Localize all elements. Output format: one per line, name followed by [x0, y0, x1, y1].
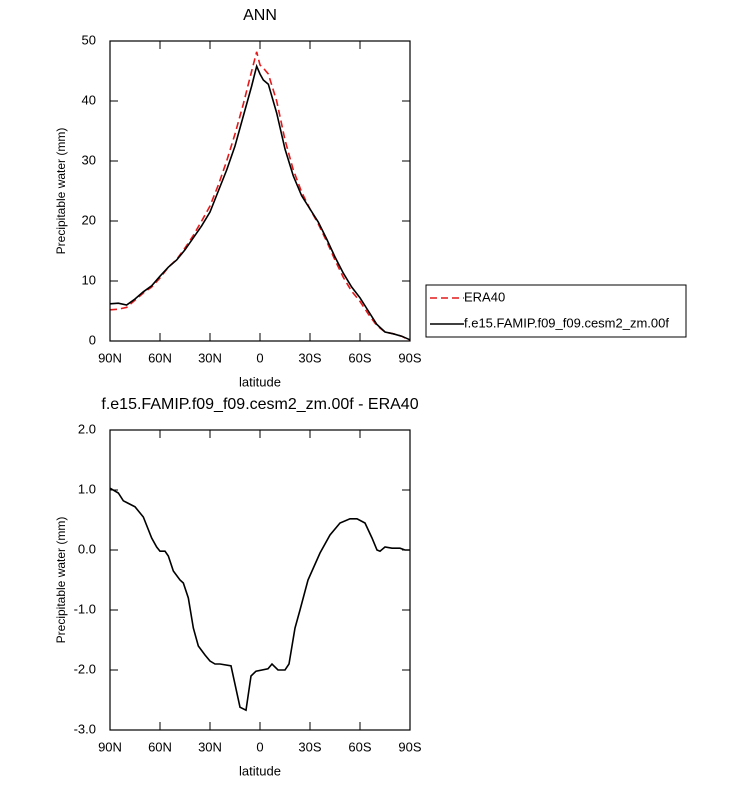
x-tick-label: 30S: [298, 350, 321, 365]
plot-frame: [109, 429, 411, 731]
chart-title: ANN: [243, 7, 277, 24]
x-tick-label: 90S: [398, 739, 421, 754]
plot-frame: [109, 40, 411, 342]
y-tick-label: 1.0: [78, 481, 96, 496]
y-tick-label: 30: [82, 152, 96, 167]
y-tick-label: -2.0: [74, 661, 96, 676]
y-tick-label: -1.0: [74, 601, 96, 616]
data-line: [109, 487, 410, 712]
x-tick-label: 30N: [198, 350, 222, 365]
x-tick-label: 90N: [98, 350, 122, 365]
chart-title: f.e15.FAMIP.f09_f09.cesm2_zm.00f - ERA40: [101, 396, 418, 413]
y-tick-label: 50: [82, 32, 96, 47]
x-tick-label: 0: [256, 739, 263, 754]
x-tick-label: 90S: [398, 350, 421, 365]
legend-label: ERA40: [464, 289, 505, 304]
x-tick-label: 60S: [348, 350, 371, 365]
y-tick-label: 2.0: [78, 421, 96, 436]
y-tick-label: -3.0: [74, 721, 96, 736]
x-tick-label: 60N: [148, 350, 172, 365]
y-tick-label: 0: [89, 332, 96, 347]
x-axis-label: latitude: [239, 374, 281, 389]
data-line: [109, 63, 411, 341]
y-tick-label: 0.0: [78, 541, 96, 556]
legend-box: [425, 284, 687, 338]
x-tick-label: 90N: [98, 739, 122, 754]
x-tick-label: 0: [256, 350, 263, 365]
y-tick-label: 10: [82, 272, 96, 287]
legend-label: f.e15.FAMIP.f09_f09.cesm2_zm.00f: [464, 315, 669, 330]
x-tick-label: 60N: [148, 739, 172, 754]
x-tick-label: 30S: [298, 739, 321, 754]
y-axis-label: Precipitable water (mm): [54, 517, 68, 644]
data-line: [109, 51, 411, 342]
x-tick-label: 60S: [348, 739, 371, 754]
y-tick-label: 20: [82, 212, 96, 227]
x-tick-label: 30N: [198, 739, 222, 754]
y-tick-label: 40: [82, 92, 96, 107]
x-axis-label: latitude: [239, 763, 281, 778]
y-axis-label: Precipitable water (mm): [54, 128, 68, 255]
